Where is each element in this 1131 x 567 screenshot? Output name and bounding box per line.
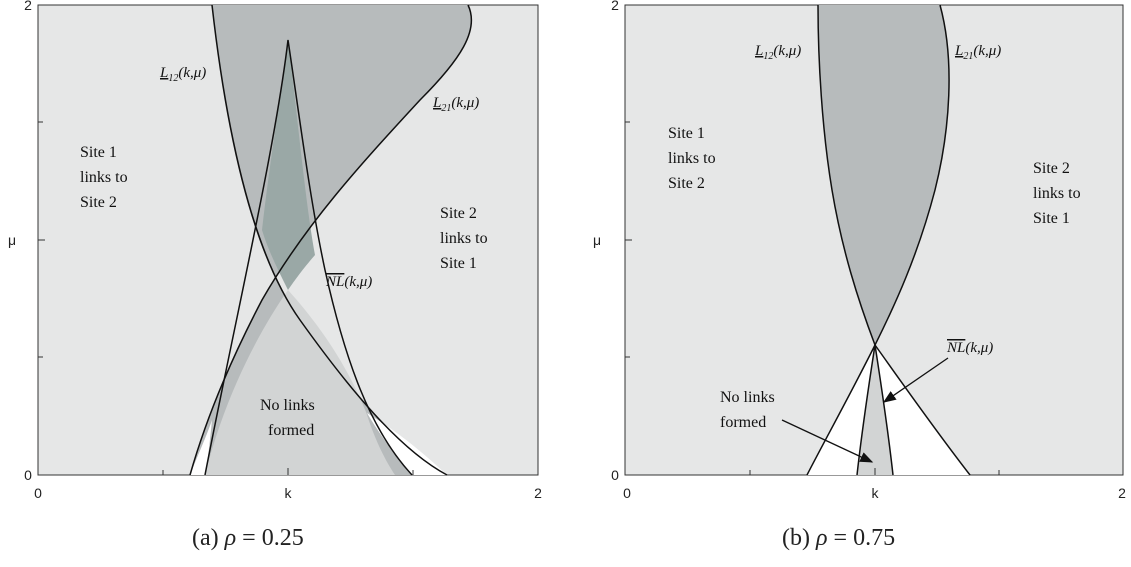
panel-a-site1-label: Site 1 links to Site 2 [80,144,128,211]
svg-text:links to: links to [80,169,128,186]
panel-a-x-tick-2: 2 [534,485,542,501]
panel-a-ticks [37,4,539,476]
svg-text:links to: links to [1033,185,1081,202]
svg-text:Site 1: Site 1 [1033,210,1070,227]
panel-a-no-links-label: No links formed [260,397,315,439]
panel-a-l12-curve [211,4,448,476]
svg-text:Site 2: Site 2 [1033,160,1070,177]
caption-b-value: 0.75 [853,525,896,551]
svg-text:No links: No links [260,397,315,414]
panel-a-no-links-region [205,290,395,475]
panel-a-l21-curve [189,4,473,476]
svg-text:formed: formed [268,422,314,439]
panel-b-y-tick-2: 2 [611,0,619,13]
caption-a-symbol: ρ [224,525,237,551]
svg-text:Site 2: Site 2 [440,205,477,222]
caption-b: (b) ρ = 0.75 [782,525,895,552]
panel-a-nl-curve [204,39,413,476]
panel-a-l12-label: L12(k,μ) [159,65,206,84]
panel-b-x-tick-0: 0 [623,485,631,501]
panel-b-nl-label: NL(k,μ) [946,340,993,356]
panel-b-site2-label: Site 2 links to Site 1 [1033,160,1081,227]
caption-a-equals: = [242,525,256,551]
caption-b-symbol: ρ [815,525,828,551]
panel-b-no-links-arrow [781,419,874,463]
panel-a-site2-label: Site 2 links to Site 1 [440,205,488,272]
caption-a: (a) ρ = 0.25 [192,525,304,552]
panel-a-deep-region [262,40,315,290]
panel-a-white-right [367,413,447,475]
svg-text:Site 1: Site 1 [668,125,705,142]
panel-b-l21-curve [806,4,950,476]
caption-a-label: (a) [192,525,219,551]
panel-b-l21-label: L21(k,μ) [954,43,1001,62]
panel-b-ticks [624,4,1124,476]
panel-b-l12-label: L12(k,μ) [754,43,801,62]
panel-b-site1-label: Site 1 links to Site 2 [668,125,716,192]
panel-a-x-tick-0: 0 [34,485,42,501]
panel-b-white-right [875,345,970,475]
svg-text:Site 2: Site 2 [80,194,117,211]
panel-b-upper-region [818,5,950,345]
panel-b-x-tick-2: 2 [1118,485,1126,501]
panel-b-nl-arrow [882,357,949,403]
panel-b-y-center-label: μ [593,232,601,248]
caption-a-value: 0.25 [261,525,304,551]
panel-a-white-left [190,420,212,475]
panel-b-x-center-label: k [872,485,880,501]
caption-b-equals: = [833,525,848,551]
panel-b-no-links-region [857,345,893,475]
panel-a-y-tick-2: 2 [24,0,32,13]
panel-b-nl-curve [856,344,894,476]
svg-text:links to: links to [668,150,716,167]
panel-a-l21-label: L21(k,μ) [432,95,479,114]
svg-text:links to: links to [440,230,488,247]
caption-b-label: (b) [782,525,810,551]
svg-text:No links: No links [720,389,775,406]
panel-b-no-links-label: No links formed [720,389,775,431]
panel-b: 0 k 2 0 μ 2 L12(k,μ) L21(k,μ) NL(k,μ) Si… [593,0,1126,501]
panel-b-white-left [807,345,875,475]
panel-a-y-tick-0: 0 [24,467,32,483]
svg-text:Site 2: Site 2 [668,175,705,192]
panel-a-y-center-label: μ [8,232,16,248]
panel-a-x-center-label: k [285,485,293,501]
svg-text:Site 1: Site 1 [440,255,477,272]
panel-b-l12-curve [817,4,971,476]
svg-text:formed: formed [720,414,766,431]
svg-text:Site 1: Site 1 [80,144,117,161]
panel-a: 0 k 2 0 μ 2 L12(k,μ) L21(k,μ) NL(k,μ) Si… [8,0,542,501]
panel-b-y-tick-0: 0 [611,467,619,483]
panel-a-nl-label: NL(k,μ) [325,274,372,290]
